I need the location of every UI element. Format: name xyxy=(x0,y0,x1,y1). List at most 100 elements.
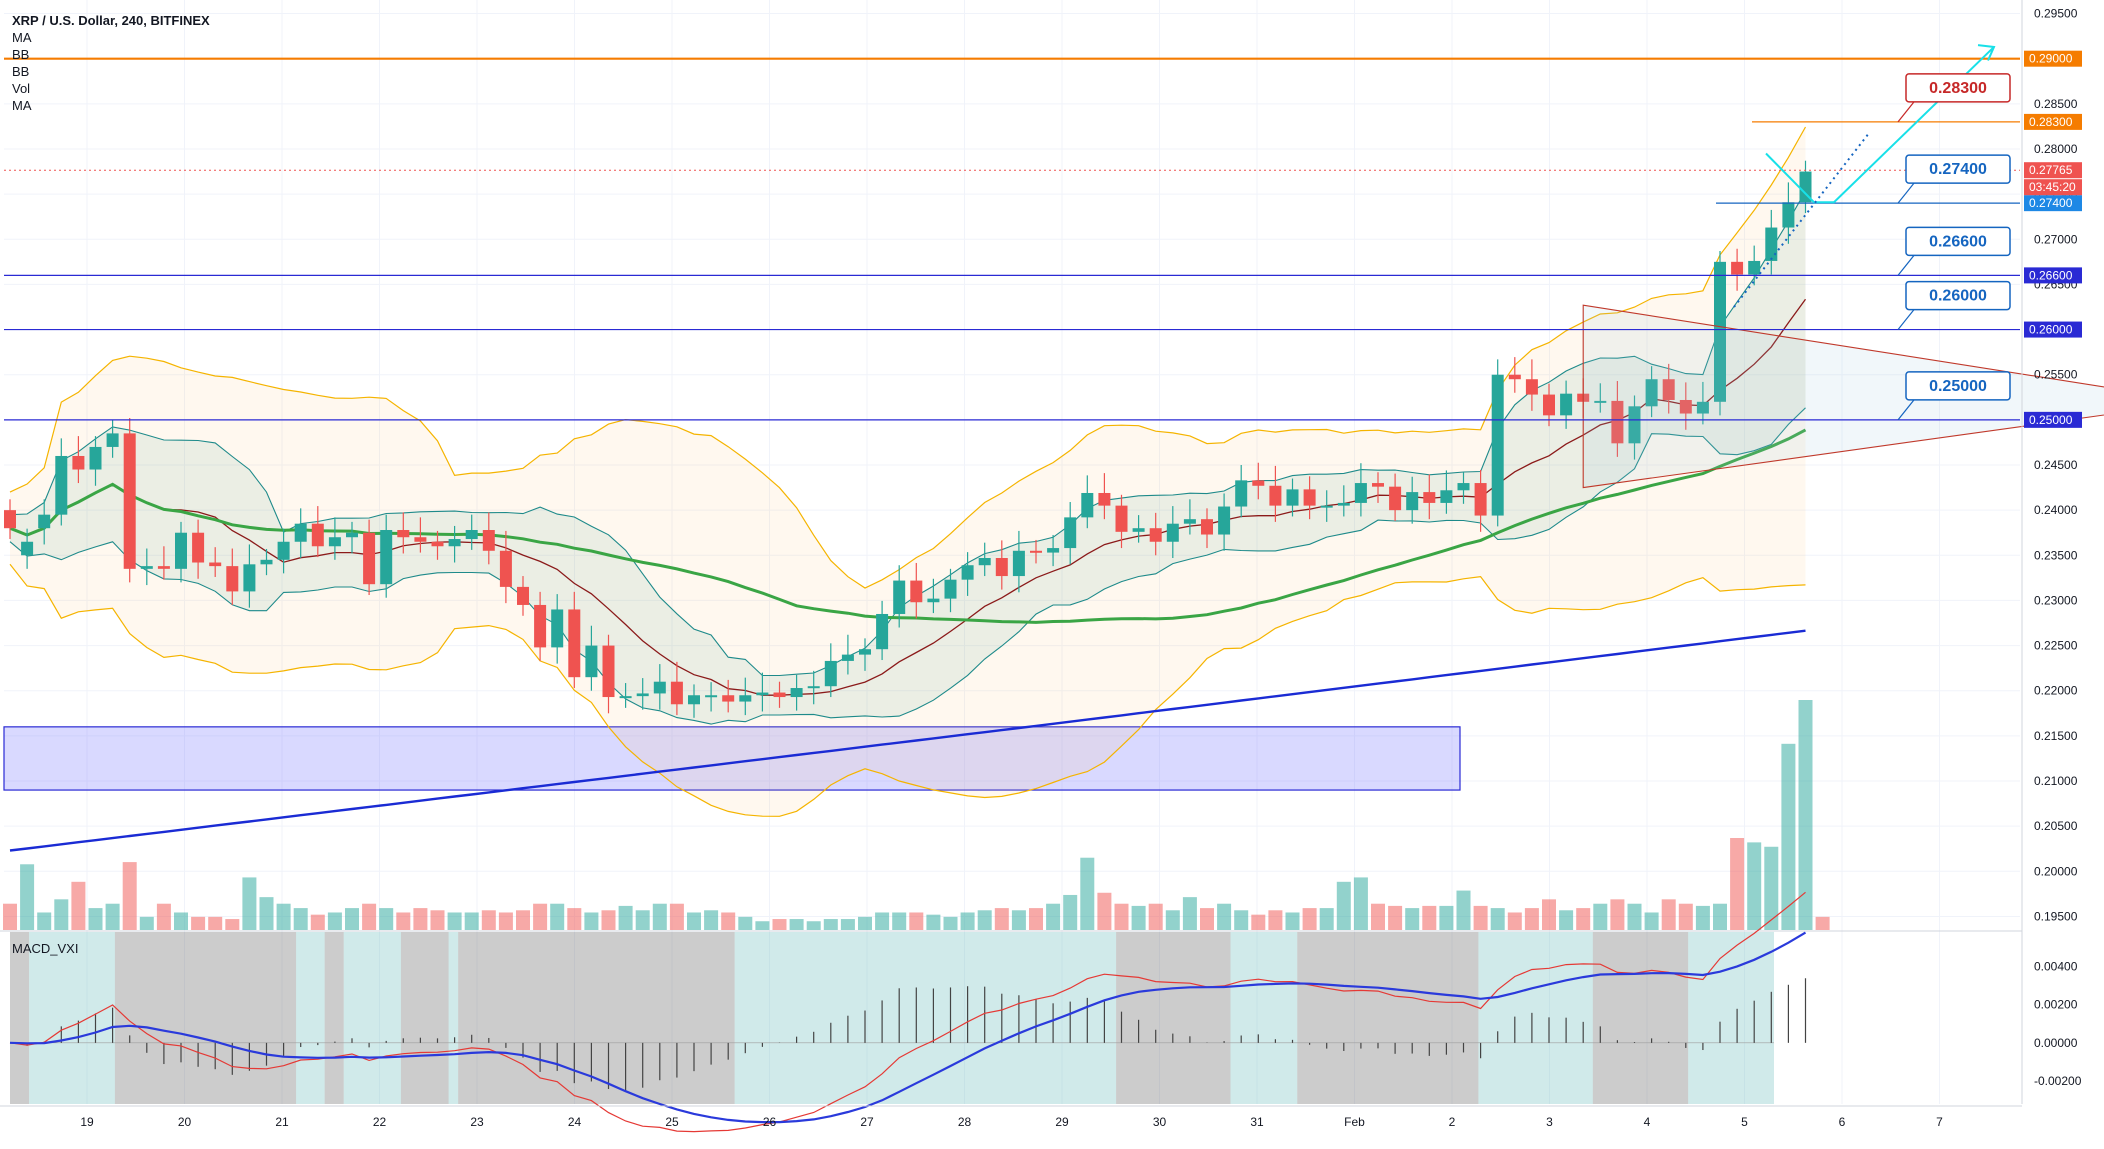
volume-bar xyxy=(960,912,975,930)
volume-bar xyxy=(1285,912,1300,930)
volume-bar xyxy=(1114,903,1129,930)
bollinger-inner-lower xyxy=(9,407,1806,725)
candle-body xyxy=(499,550,512,587)
volume-bar xyxy=(858,916,872,930)
macd-line xyxy=(9,891,1806,1133)
candle-body xyxy=(38,514,51,529)
axis-badge-label: 0.28300 xyxy=(2029,115,2073,129)
volume-bar xyxy=(1388,905,1403,930)
legend-ma-1[interactable]: MA xyxy=(12,30,32,45)
volume-bar xyxy=(379,908,394,930)
callout-pointer xyxy=(1897,399,1915,421)
volume-bar xyxy=(1200,908,1214,930)
candle-body xyxy=(1337,502,1350,506)
volume-bar xyxy=(994,908,1009,930)
macd-region xyxy=(114,932,297,1104)
macd-region xyxy=(458,932,735,1104)
volume-bar xyxy=(327,912,342,930)
legend-vol[interactable]: Vol xyxy=(12,81,31,96)
volume-bar xyxy=(174,912,188,930)
candle-body xyxy=(226,566,239,592)
callout-pointer xyxy=(1897,255,1915,276)
moving-average-blue xyxy=(9,629,1806,852)
volume-bar xyxy=(1302,908,1317,930)
candle-body xyxy=(1235,480,1248,507)
y-tick-label: 0.24000 xyxy=(2034,503,2078,517)
macd-signal-line xyxy=(9,931,1807,1124)
candle-body xyxy=(277,541,290,560)
volume-bar xyxy=(71,881,86,930)
candle-body xyxy=(1628,406,1641,444)
legend-bb-1[interactable]: BB xyxy=(12,47,30,62)
x-tick-label: 6 xyxy=(1839,1115,1846,1129)
volume-bar xyxy=(191,916,206,930)
candle-body xyxy=(910,580,923,603)
symbol-title[interactable]: XRP / U.S. Dollar, 240, BITFINEX xyxy=(12,13,210,28)
x-tick-label: 31 xyxy=(1250,1115,1264,1129)
macd-region xyxy=(448,932,459,1104)
volume-bar xyxy=(1336,881,1351,930)
volume-bar xyxy=(1661,899,1676,930)
volume-bar xyxy=(3,903,17,930)
x-tick-label: 23 xyxy=(470,1115,484,1129)
candle-body xyxy=(551,609,564,648)
candle-body xyxy=(807,686,820,689)
candle-body xyxy=(1423,492,1436,503)
callout-pointer xyxy=(1897,182,1915,204)
candle-body xyxy=(1696,401,1709,414)
volume-bar xyxy=(875,912,890,930)
volume-bar xyxy=(1251,914,1266,930)
volume-bar xyxy=(310,914,325,930)
candle-body xyxy=(123,433,136,569)
volume-bar xyxy=(362,903,377,930)
volume-bar xyxy=(892,912,907,930)
x-tick-label: 7 xyxy=(1936,1115,1943,1129)
candle-body xyxy=(653,681,666,694)
candle-body xyxy=(243,564,256,592)
volume-bar xyxy=(635,910,650,930)
candle-body xyxy=(157,566,170,569)
macd-tick-label: 0.00200 xyxy=(2034,998,2078,1012)
candle-body xyxy=(636,693,649,697)
legend-ma-2[interactable]: MA xyxy=(12,98,32,113)
volume-bar xyxy=(1353,877,1368,930)
candle-body xyxy=(1303,489,1316,506)
candle-body xyxy=(1183,519,1196,524)
candle-body xyxy=(311,523,324,547)
candle-body xyxy=(1201,519,1213,535)
projection-path xyxy=(1765,46,1995,204)
candle-body xyxy=(1457,483,1470,491)
callout-label: 0.26000 xyxy=(1929,288,1987,305)
axis-badge xyxy=(2024,113,2082,130)
axis-badge-label: 0.29000 xyxy=(2029,52,2073,66)
volume-bar xyxy=(1080,857,1095,930)
candle-body xyxy=(1064,517,1077,549)
volume-bar xyxy=(652,903,667,930)
y-tick-label: 0.24500 xyxy=(2034,458,2078,472)
volume-bar xyxy=(413,908,428,930)
x-tick-label: 20 xyxy=(178,1115,192,1129)
candle-body xyxy=(841,654,854,661)
macd-region xyxy=(343,932,401,1104)
volume-bar xyxy=(1165,910,1180,930)
candle-body xyxy=(1286,489,1299,506)
volume-bar xyxy=(687,912,701,930)
callout-pointer xyxy=(1897,309,1915,330)
volume-bar xyxy=(498,912,513,930)
candle-body xyxy=(1372,483,1384,487)
macd-region xyxy=(1688,932,1774,1104)
candle-body xyxy=(21,541,34,556)
x-tick-label: 4 xyxy=(1644,1115,1651,1129)
volume-bar xyxy=(37,912,52,930)
candle-body xyxy=(927,598,940,603)
volume-bar xyxy=(806,921,821,930)
legend-bb-2[interactable]: BB xyxy=(12,64,30,79)
volume-bar xyxy=(1678,903,1693,930)
volume-bar xyxy=(54,899,69,930)
volume-bar xyxy=(345,908,359,930)
candle-body xyxy=(106,433,119,447)
macd-panel-label[interactable]: MACD_VXI xyxy=(12,941,79,956)
candle-body xyxy=(363,532,376,585)
